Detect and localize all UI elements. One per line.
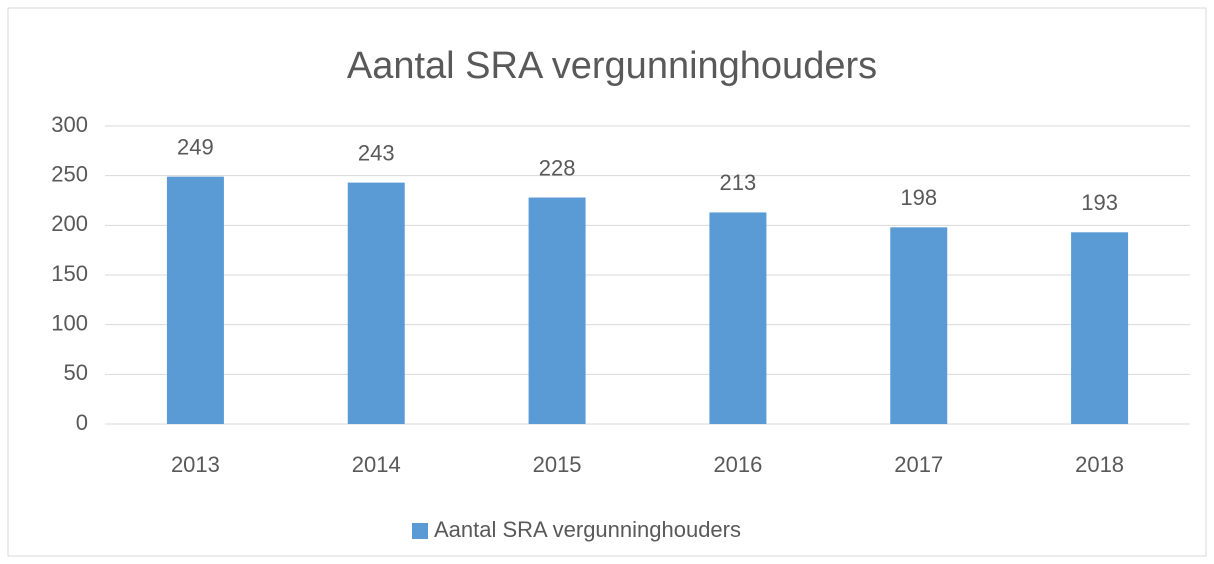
bar [709,212,767,424]
y-tick-label: 200 [51,211,88,236]
x-tick-label: 2016 [713,452,762,477]
data-label: 243 [358,140,395,165]
y-tick-label: 100 [51,310,88,335]
bar [166,176,224,424]
y-tick-label: 250 [51,161,88,186]
y-tick-label: 150 [51,261,88,286]
x-tick-label: 2017 [894,452,943,477]
data-label: 249 [177,134,214,159]
data-label: 198 [900,185,937,210]
y-tick-label: 0 [76,410,88,435]
data-label: 193 [1081,190,1118,215]
y-tick-label: 300 [51,112,88,137]
data-label: 228 [539,155,576,180]
legend-swatch [412,523,428,539]
chart-title: Aantal SRA vergunninghouders [347,45,877,87]
x-tick-label: 2013 [171,452,220,477]
data-label: 213 [720,170,757,195]
x-tick-label: 2018 [1075,452,1124,477]
bar [347,182,405,424]
x-tick-label: 2014 [352,452,401,477]
x-tick-label: 2015 [533,452,582,477]
legend-label: Aantal SRA vergunninghouders [434,517,741,542]
bar [1071,232,1129,424]
y-tick-label: 50 [64,360,88,385]
bar [890,227,948,424]
bar [528,197,586,424]
